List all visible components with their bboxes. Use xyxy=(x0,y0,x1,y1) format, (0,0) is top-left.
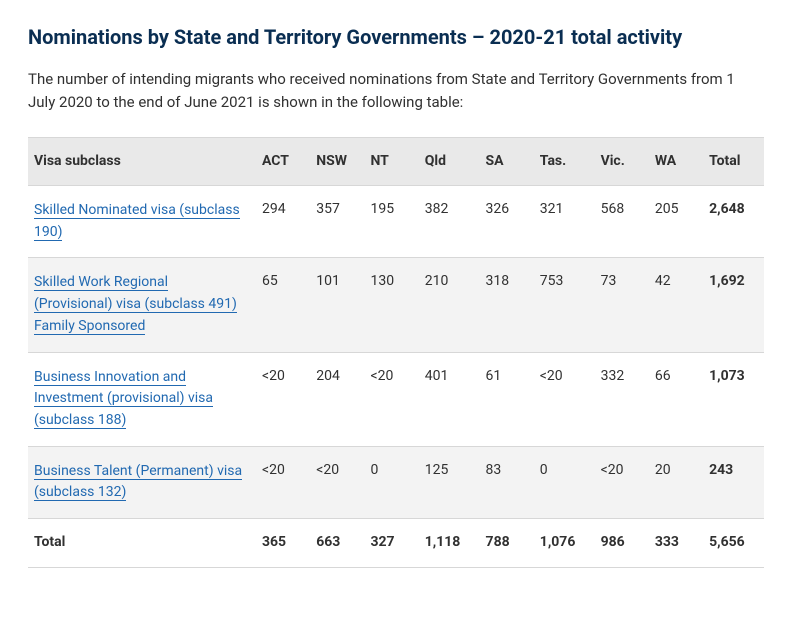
nominations-table: Visa subclass ACT NSW NT Qld SA Tas. Vic… xyxy=(28,137,764,568)
row-label: Business Innovation and Investment (prov… xyxy=(28,352,256,446)
cell: 2,648 xyxy=(703,186,764,258)
intro-paragraph: The number of intending migrants who rec… xyxy=(28,68,764,115)
row-label: Business Talent (Permanent) visa (subcla… xyxy=(28,446,256,518)
col-header-total: Total xyxy=(703,137,764,186)
cell: 1,118 xyxy=(419,518,480,567)
cell: 243 xyxy=(703,446,764,518)
page-title: Nominations by State and Territory Gover… xyxy=(28,24,764,50)
visa-link[interactable]: Business Innovation and Investment (prov… xyxy=(34,369,213,429)
cell: <20 xyxy=(310,446,364,518)
cell: 73 xyxy=(595,258,649,352)
table-header-row: Visa subclass ACT NSW NT Qld SA Tas. Vic… xyxy=(28,137,764,186)
cell: 83 xyxy=(480,446,534,518)
visa-link[interactable]: Business Talent (Permanent) visa (subcla… xyxy=(34,463,242,502)
cell: 321 xyxy=(534,186,595,258)
cell: 753 xyxy=(534,258,595,352)
col-header-wa: WA xyxy=(649,137,703,186)
cell: 788 xyxy=(480,518,534,567)
cell: 568 xyxy=(595,186,649,258)
cell: 130 xyxy=(364,258,418,352)
cell: 326 xyxy=(480,186,534,258)
cell: 125 xyxy=(419,446,480,518)
row-label: Total xyxy=(28,518,256,567)
col-header-qld: Qld xyxy=(419,137,480,186)
cell: 382 xyxy=(419,186,480,258)
cell: 332 xyxy=(595,352,649,446)
table-row: Business Innovation and Investment (prov… xyxy=(28,352,764,446)
cell: 204 xyxy=(310,352,364,446)
visa-link[interactable]: Skilled Work Regional (Provisional) visa… xyxy=(34,274,237,334)
table-row: Skilled Nominated visa (subclass 190) 294… xyxy=(28,186,764,258)
cell: 42 xyxy=(649,258,703,352)
cell: 0 xyxy=(364,446,418,518)
cell: 0 xyxy=(534,446,595,518)
cell: 1,073 xyxy=(703,352,764,446)
cell: 101 xyxy=(310,258,364,352)
col-header-act: ACT xyxy=(256,137,310,186)
cell: 66 xyxy=(649,352,703,446)
cell: 327 xyxy=(364,518,418,567)
cell: 1,076 xyxy=(534,518,595,567)
cell: 65 xyxy=(256,258,310,352)
cell: 20 xyxy=(649,446,703,518)
cell: 205 xyxy=(649,186,703,258)
cell: 365 xyxy=(256,518,310,567)
cell: 1,692 xyxy=(703,258,764,352)
row-label: Skilled Work Regional (Provisional) visa… xyxy=(28,258,256,352)
cell: <20 xyxy=(256,352,310,446)
cell: <20 xyxy=(595,446,649,518)
table-total-row: Total3656633271,1187881,0769863335,656 xyxy=(28,518,764,567)
cell: 357 xyxy=(310,186,364,258)
table-row: Skilled Work Regional (Provisional) visa… xyxy=(28,258,764,352)
col-header-nsw: NSW xyxy=(310,137,364,186)
cell: 986 xyxy=(595,518,649,567)
cell: 318 xyxy=(480,258,534,352)
cell: <20 xyxy=(364,352,418,446)
row-label: Skilled Nominated visa (subclass 190) xyxy=(28,186,256,258)
col-header-tas: Tas. xyxy=(534,137,595,186)
cell: <20 xyxy=(534,352,595,446)
cell: 195 xyxy=(364,186,418,258)
table-body: Skilled Nominated visa (subclass 190) 294… xyxy=(28,186,764,567)
table-row: Business Talent (Permanent) visa (subcla… xyxy=(28,446,764,518)
cell: <20 xyxy=(256,446,310,518)
cell: 61 xyxy=(480,352,534,446)
cell: 663 xyxy=(310,518,364,567)
col-header-vic: Vic. xyxy=(595,137,649,186)
cell: 210 xyxy=(419,258,480,352)
cell: 5,656 xyxy=(703,518,764,567)
visa-link[interactable]: Skilled Nominated visa (subclass 190) xyxy=(34,202,240,241)
col-header-visa: Visa subclass xyxy=(28,137,256,186)
col-header-nt: NT xyxy=(364,137,418,186)
cell: 401 xyxy=(419,352,480,446)
col-header-sa: SA xyxy=(480,137,534,186)
cell: 294 xyxy=(256,186,310,258)
cell: 333 xyxy=(649,518,703,567)
